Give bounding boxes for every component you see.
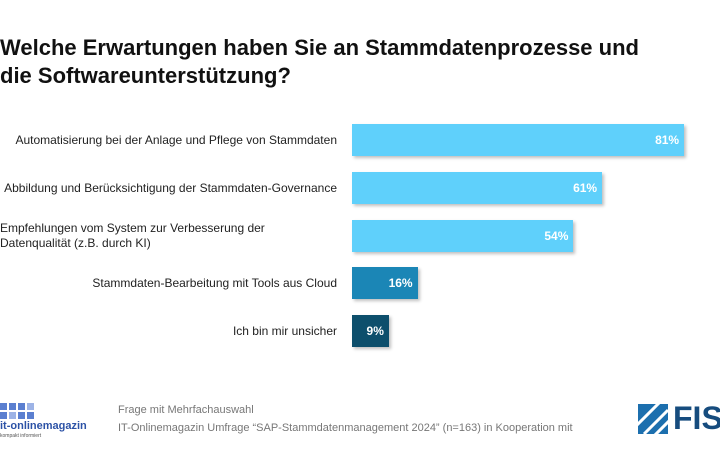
value-label: 54% xyxy=(544,229,569,243)
logo-text: it-onlinemagazin xyxy=(0,420,87,432)
logo-icon xyxy=(0,403,34,419)
category-label-row: Empfehlungen vom System zur Verbesserung… xyxy=(0,216,337,256)
value-label: 16% xyxy=(388,276,413,290)
bar xyxy=(352,220,574,252)
category-label: Empfehlungen vom System zur Verbesserung… xyxy=(0,221,265,250)
category-label-row: Stammdaten-Bearbeitung mit Tools aus Clo… xyxy=(0,263,337,303)
category-label: Ich bin mir unsicher xyxy=(232,323,337,338)
category-label-row: Automatisierung bei der Anlage und Pfleg… xyxy=(0,120,337,160)
bar xyxy=(352,267,418,299)
bar xyxy=(352,172,603,204)
category-label-row: Abbildung und Berücksichtigung der Stamm… xyxy=(0,168,337,208)
category-label: Automatisierung bei der Anlage und Pfleg… xyxy=(15,132,337,147)
bar xyxy=(352,124,685,156)
fis-logo-text: FIS xyxy=(673,400,720,436)
category-label: Stammdaten-Bearbeitung mit Tools aus Clo… xyxy=(92,275,337,290)
logo-tagline: kompakt informiert xyxy=(0,433,42,439)
fis-icon xyxy=(638,404,668,434)
category-label: Abbildung und Berücksichtigung der Stamm… xyxy=(4,180,337,195)
value-label: 61% xyxy=(573,181,598,195)
bar xyxy=(352,315,389,347)
footnote: IT-Onlinemagazin Umfrage “SAP-Stammdaten… xyxy=(118,422,573,434)
value-label: 9% xyxy=(366,324,384,338)
category-label-row: Ich bin mir unsicher xyxy=(0,311,337,351)
chart-title: Welche Erwartungen haben Sie an Stammdat… xyxy=(0,35,639,88)
value-label: 81% xyxy=(655,133,680,147)
footnote: Frage mit Mehrfachauswahl xyxy=(118,404,254,416)
